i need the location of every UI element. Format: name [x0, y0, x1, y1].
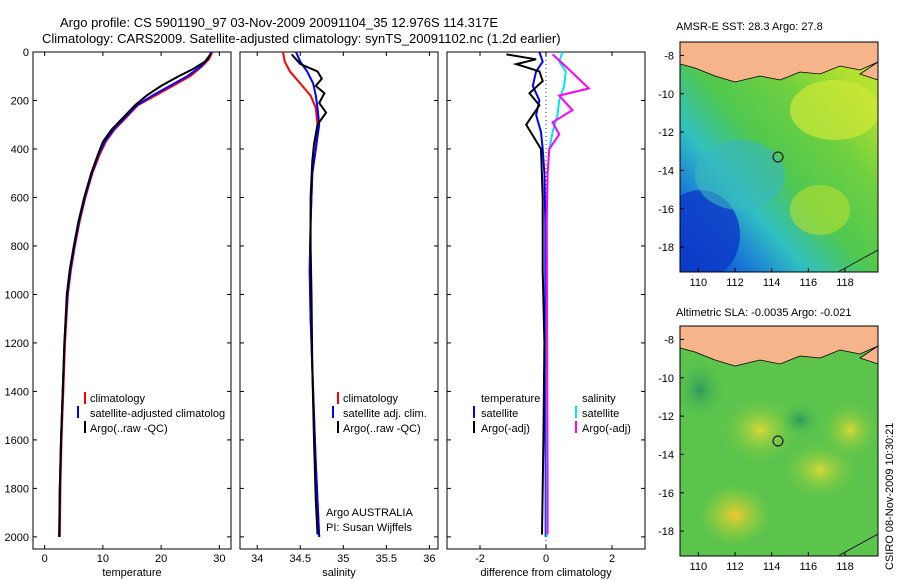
sla-land-java [680, 326, 878, 367]
y-tick-label: 1000 [5, 289, 29, 301]
y-tick-label: 600 [11, 192, 29, 204]
series-temperature-argo-adj- [506, 53, 546, 535]
series-argo [58, 53, 212, 537]
map-y-tick-label: -12 [658, 411, 674, 423]
series-salinity-argo-adj- [545, 53, 591, 535]
map-sla-title: Altimetric SLA: -0.0035 Argo: -0.021 [676, 307, 851, 319]
panel-2: -2 0 2 difference from climatology [446, 51, 646, 579]
series-temperature-satellite [531, 51, 547, 537]
y-tick-label: 1400 [5, 386, 29, 398]
argo-info-line1: Argo AUSTRALIA [326, 507, 413, 519]
map-y-tick-label: -14 [658, 165, 674, 177]
map-y-tick-label: -18 [658, 526, 674, 538]
sst-cold-patch [680, 190, 740, 272]
map-x-tick-label: 118 [836, 561, 854, 573]
x-tick-label: 2 [609, 553, 615, 565]
y-tick-label: 1200 [5, 338, 29, 350]
panel-frame [239, 51, 439, 550]
map-y-tick-label: -18 [658, 242, 674, 254]
x-tick-label: 30 [213, 553, 225, 565]
x-tick-label: 35 [337, 553, 349, 565]
y-tick-label: 1600 [5, 435, 29, 447]
series-argo [290, 53, 328, 535]
legend-sal-argo: Argo(..raw -QC) [343, 423, 421, 435]
y-tick-label: 400 [11, 144, 29, 156]
map-y-tick-label: -16 [658, 204, 674, 216]
panel-frame [32, 51, 232, 550]
legend-diff-sal-argo: Argo(-adj) [582, 423, 631, 435]
x-tick-label: 35.5 [376, 553, 397, 565]
map-x-tick-label: 110 [690, 277, 708, 289]
legend-sal-clim: climatology [343, 393, 399, 405]
map-y-tick-label: -8 [664, 50, 674, 62]
x-tick-label: 10 [97, 553, 109, 565]
figure-title-line2: Climatology: CARS2009. Satellite-adjuste… [42, 31, 561, 46]
x-tick-label: -2 [475, 553, 485, 565]
map-x-tick-label: 116 [800, 277, 818, 289]
figure-title-line1: Argo profile: CS 5901190_97 03-Nov-2009 … [60, 15, 498, 30]
map-y-tick-label: -10 [658, 373, 674, 385]
legend-difference: temperature satellite Argo(-adj) salinit… [473, 393, 631, 435]
map-sst-title: AMSR-E SST: 28.3 Argo: 27.8 [676, 21, 823, 33]
argo-info-line2: PI: Susan Wijffels [326, 522, 412, 534]
map-y-tick-label: -10 [658, 89, 674, 101]
y-tick-label: 800 [11, 241, 29, 253]
x-axis-label: difference from climatology [480, 567, 612, 579]
map-sst: AMSR-E SST: 28.3 Argo: 27.8 [676, 21, 879, 273]
legend-diff-sal-head: salinity [582, 393, 616, 405]
legend-temp-argo: Argo(..raw -QC) [90, 423, 168, 435]
y-tick-label: 200 [11, 95, 29, 107]
map-x-tick-label: 114 [763, 561, 781, 573]
x-tick-label: 34.5 [290, 553, 311, 565]
legend-diff-temp-argo: Argo(-adj) [481, 423, 530, 435]
map-y-tick-label: -12 [658, 127, 674, 139]
legend-diff-sal-sat: satellite [582, 408, 619, 420]
x-tick-label: 0 [42, 553, 48, 565]
x-tick-label: 34 [251, 553, 263, 565]
map-y-tick-label: -16 [658, 488, 674, 500]
y-tick-label: 1800 [5, 483, 29, 495]
x-axis-label: temperature [102, 567, 161, 579]
panel-0: 0 10 20 30 0 200 400 600 800 1000 1200 1400 1600 1800… [5, 47, 232, 579]
legend-salinity: climatology satellite adj. clim. Argo(..… [332, 392, 427, 435]
side-timestamp: CSIRO 08-Nov-2009 10:30:21 [884, 423, 896, 570]
legend-temperature: climatology satellite-adjusted climatolo… [77, 392, 225, 435]
legend-temp-clim: climatology [90, 393, 146, 405]
panel-1: 34 34.5 35 35.5 36 salinity [239, 51, 439, 579]
map-x-tick-label: 118 [836, 277, 854, 289]
sst-land-java [680, 42, 878, 83]
x-tick-label: 20 [155, 553, 167, 565]
legend-temp-sat: satellite-adjusted climatolog [90, 408, 225, 420]
x-tick-label: 36 [423, 553, 435, 565]
map-y-tick-label: -14 [658, 449, 674, 461]
legend-sal-sat: satellite adj. clim. [343, 408, 427, 420]
x-tick-label: 0 [543, 553, 549, 565]
y-tick-label: 0 [23, 47, 29, 59]
argo-float-marker [772, 151, 784, 163]
legend-diff-temp-sat: satellite [481, 408, 518, 420]
map-x-tick-label: 112 [726, 561, 744, 573]
y-tick-label: 2000 [5, 532, 29, 544]
map-sla: Altimetric SLA: -0.0035 Argo: -0.021 [676, 307, 879, 557]
map-y-tick-label: -8 [664, 334, 674, 346]
x-axis-label: salinity [322, 567, 356, 579]
legend-diff-temp-head: temperature [481, 393, 540, 405]
map-x-tick-label: 112 [726, 277, 744, 289]
argo-float-marker-sla [772, 435, 784, 447]
map-x-tick-label: 116 [800, 561, 818, 573]
map-x-tick-label: 114 [763, 277, 781, 289]
map-x-tick-label: 110 [690, 561, 708, 573]
